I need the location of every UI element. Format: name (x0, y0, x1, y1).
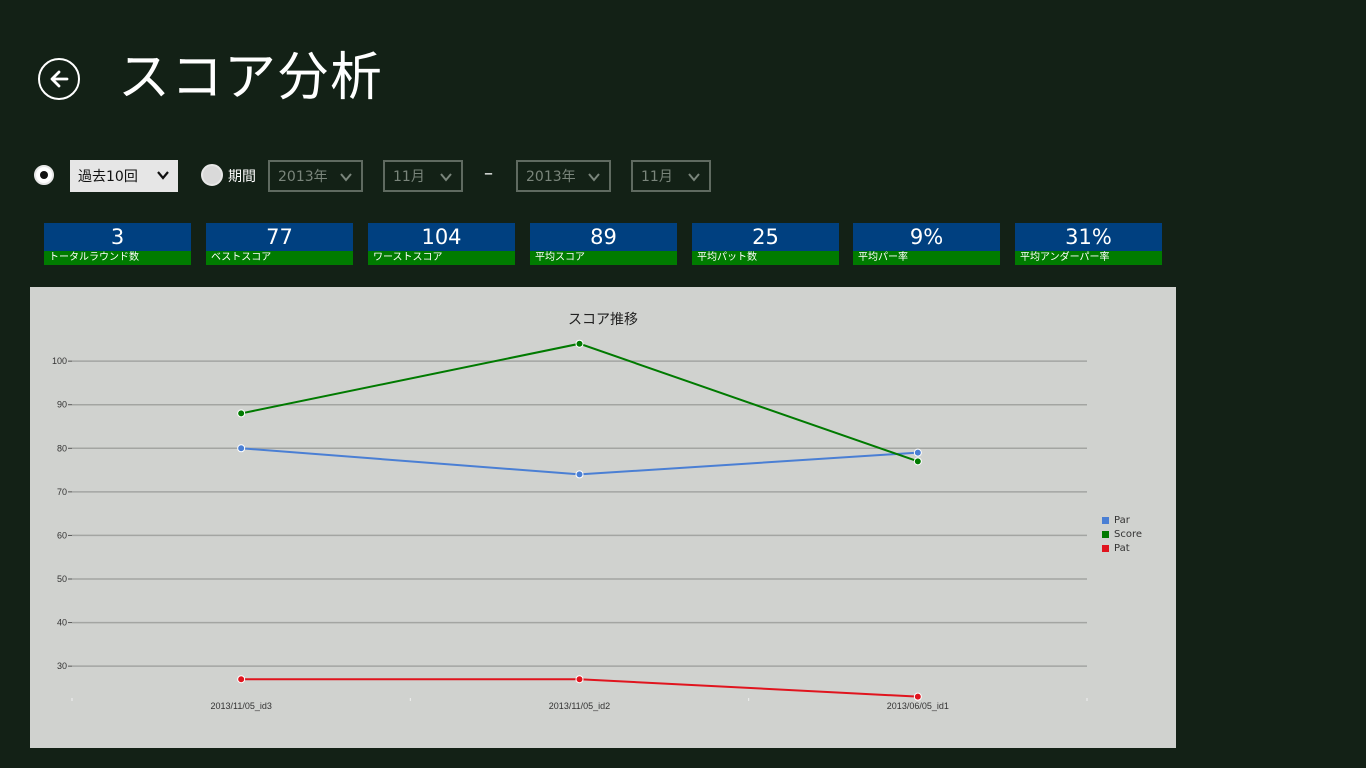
to-year-select[interactable]: 2013年 (516, 160, 611, 192)
data-point-pat (237, 675, 246, 684)
to-month-value: 11月 (641, 169, 673, 185)
legend-item-par: Par (1102, 513, 1142, 527)
stat-label: トータルラウンド数 (44, 251, 191, 265)
chevron-down-icon (588, 173, 600, 182)
chart-title: スコア推移 (568, 312, 638, 328)
stat-tile-total-rounds: 3 トータルラウンド数 (44, 223, 191, 265)
legend-label: Par (1114, 514, 1130, 526)
from-month-select[interactable]: 11月 (383, 160, 463, 192)
stat-tile-best-score: 77 ベストスコア (206, 223, 353, 265)
data-point-par (575, 470, 584, 479)
stat-label: ワーストスコア (368, 251, 515, 265)
stat-tile-average-putts: 25 平均パット数 (692, 223, 839, 265)
back-button[interactable] (38, 58, 80, 100)
to-year-value: 2013年 (526, 169, 576, 185)
chart-plot: 30 40 50 60 70 80 90 100 2013/11/05_id3 2013/11/0… (52, 339, 1088, 711)
stat-label: 平均スコア (530, 251, 677, 265)
data-point-score (575, 339, 584, 348)
stat-label: 平均パー率 (853, 251, 1000, 265)
filter-row: 過去10回 期間 2013年 11月 – 2013年 11月 (32, 160, 732, 192)
stat-value: 25 (692, 223, 839, 251)
x-tick-label: 2013/11/05_id2 (549, 701, 610, 711)
stat-label: 平均アンダーパー率 (1015, 251, 1162, 265)
chevron-down-icon (157, 171, 169, 180)
y-tick-label: 100 (52, 356, 67, 366)
stat-value: 77 (206, 223, 353, 251)
y-tick-label: 50 (57, 574, 67, 584)
recent-radio-button[interactable] (34, 165, 54, 185)
recent-count-select[interactable]: 過去10回 (70, 160, 178, 192)
stat-tile-par-rate: 9% 平均パー率 (853, 223, 1000, 265)
stat-value: 9% (853, 223, 1000, 251)
stat-label: 平均パット数 (692, 251, 839, 265)
chevron-down-icon (340, 173, 352, 182)
data-point-score (913, 457, 922, 466)
page-title: スコア分析 (118, 48, 384, 108)
score-trend-chart: スコア推移 30 40 50 60 70 80 90 100 2013/11/05_id3 201… (30, 287, 1176, 748)
y-tick-label: 70 (57, 487, 67, 497)
period-label: 期間 (228, 169, 256, 185)
stat-tile-under-par-rate: 31% 平均アンダーパー率 (1015, 223, 1162, 265)
stat-tile-worst-score: 104 ワーストスコア (368, 223, 515, 265)
legend-swatch (1102, 516, 1109, 524)
legend-label: Pat (1114, 542, 1130, 554)
from-year-value: 2013年 (278, 169, 328, 185)
stat-label: ベストスコア (206, 251, 353, 265)
data-point-par (913, 448, 922, 457)
legend-item-pat: Pat (1102, 541, 1142, 555)
y-tick-label: 80 (57, 443, 67, 453)
chevron-down-icon (688, 173, 700, 182)
x-tick-label: 2013/06/05_id1 (887, 701, 949, 711)
range-dash: – (484, 163, 493, 184)
from-year-select[interactable]: 2013年 (268, 160, 363, 192)
period-radio-button[interactable] (201, 164, 223, 186)
data-point-pat (575, 675, 584, 684)
chevron-down-icon (440, 173, 452, 182)
stat-value: 3 (44, 223, 191, 251)
stat-tile-average-score: 89 平均スコア (530, 223, 677, 265)
legend-label: Score (1114, 528, 1143, 540)
chart-legend: Par Score Pat (1102, 513, 1142, 555)
data-point-pat (913, 692, 922, 701)
legend-swatch (1102, 530, 1109, 538)
stat-value: 31% (1015, 223, 1162, 251)
y-tick-label: 90 (57, 400, 67, 410)
stat-value: 104 (368, 223, 515, 251)
legend-item-score: Score (1102, 527, 1142, 541)
data-point-par (237, 444, 246, 453)
recent-count-value: 過去10回 (78, 169, 138, 185)
data-point-score (237, 409, 246, 418)
y-tick-label: 60 (57, 530, 67, 540)
y-tick-label: 30 (57, 661, 67, 671)
stat-value: 89 (530, 223, 677, 251)
back-arrow-icon (50, 70, 69, 88)
y-tick-label: 40 (57, 618, 67, 628)
legend-swatch (1102, 544, 1109, 552)
to-month-select[interactable]: 11月 (631, 160, 711, 192)
from-month-value: 11月 (393, 169, 425, 185)
x-tick-label: 2013/11/05_id3 (210, 701, 271, 711)
